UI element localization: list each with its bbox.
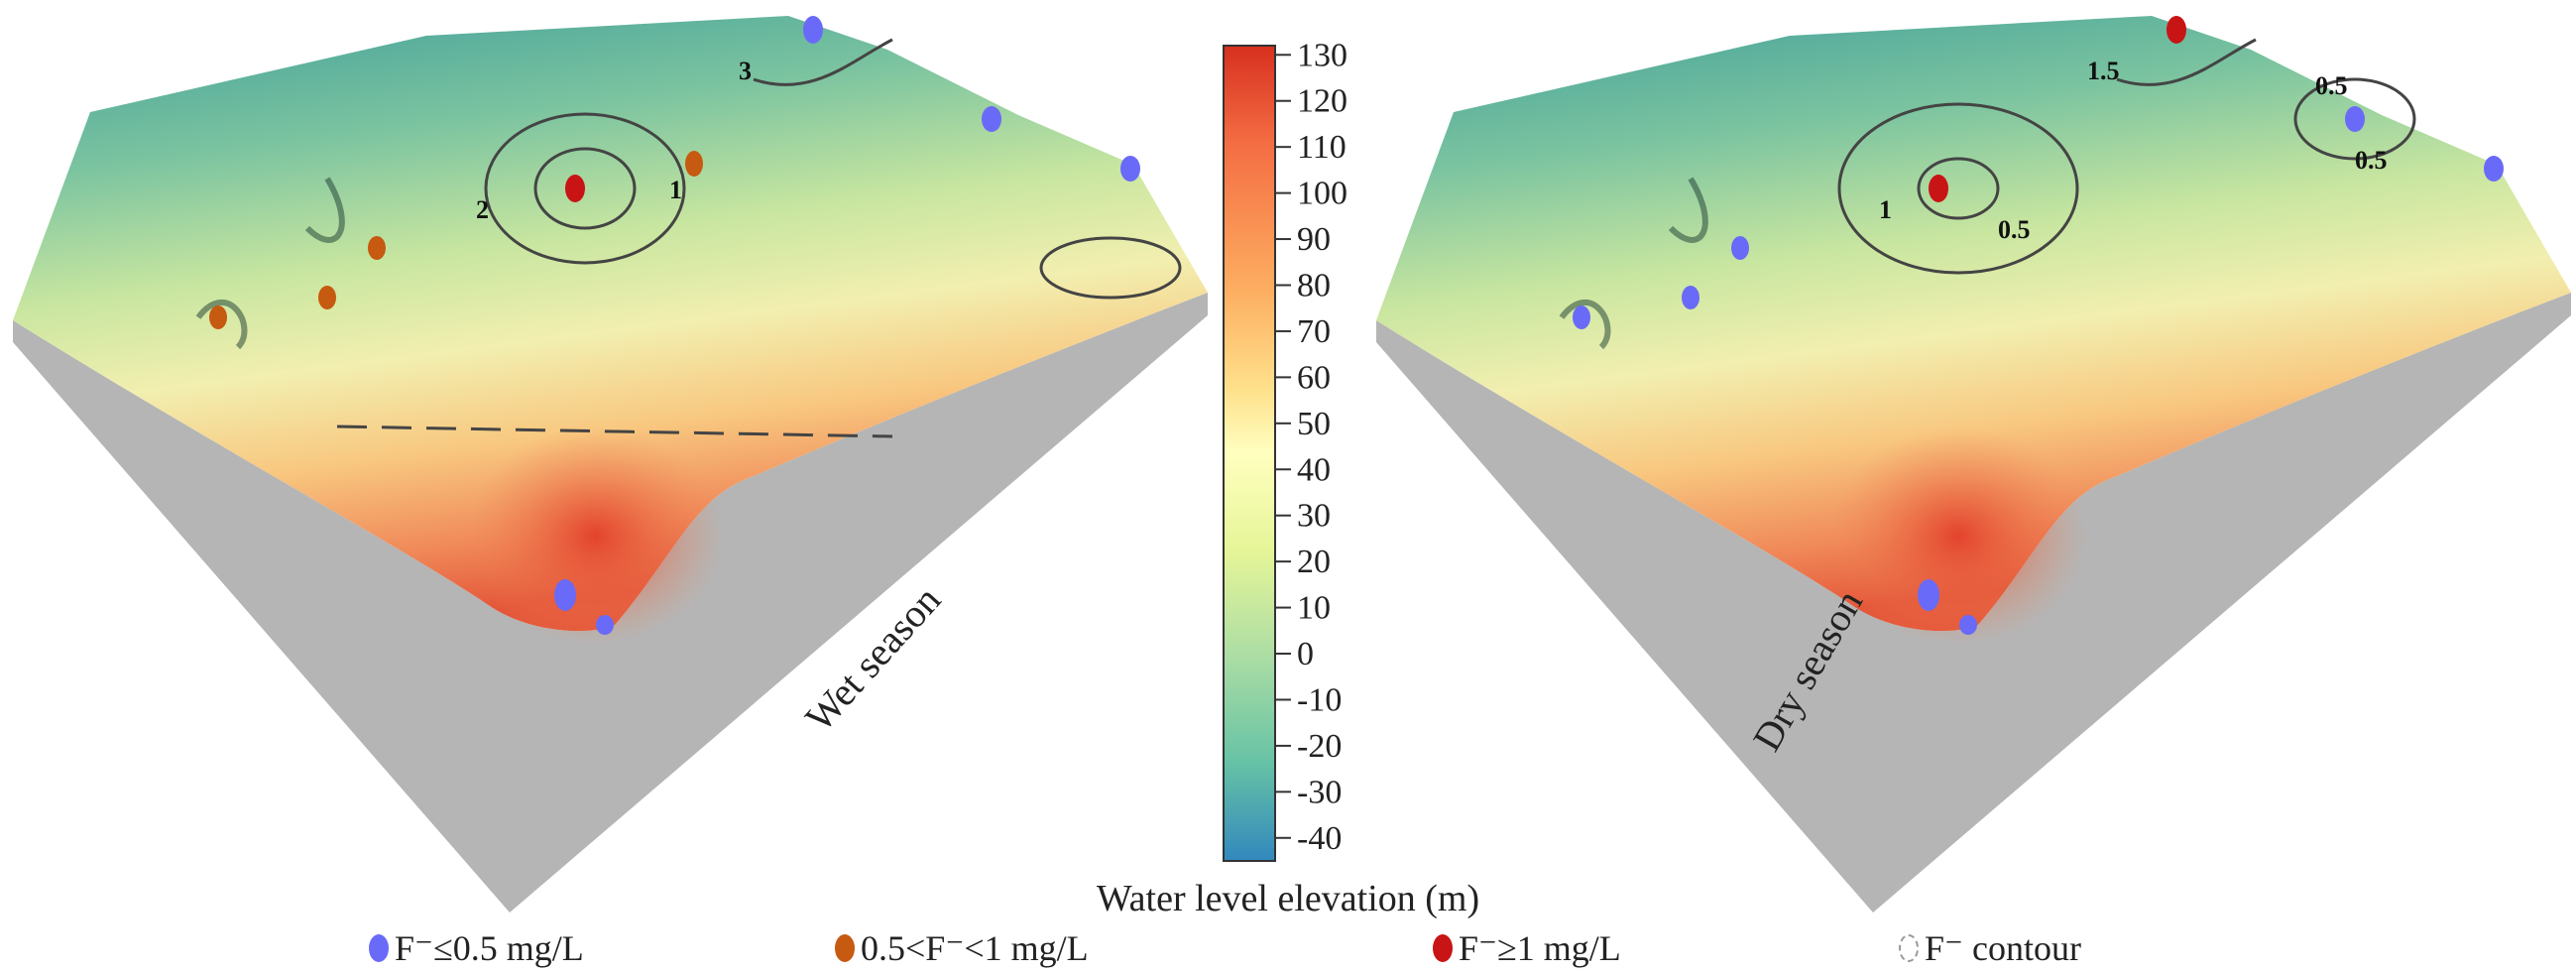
contour-label: 1 [1879, 195, 1892, 224]
colorbar-tick-label: 50 [1297, 406, 1331, 442]
legend-marker [1433, 934, 1453, 962]
colorbar-tick-label: -10 [1297, 681, 1342, 718]
contour-label: 1.5 [2087, 57, 2120, 85]
colorbar-tick-label: 120 [1297, 83, 1347, 120]
colorbar-tick-label: 100 [1297, 176, 1347, 212]
legend-item-low: F⁻≤0.5 mg/L [369, 927, 584, 969]
contour-label: 3 [739, 57, 752, 85]
legend-label: F⁻ contour [1925, 928, 2081, 968]
legend-marker [369, 934, 389, 962]
legend-label: F⁻≥1 mg/L [1459, 928, 1621, 968]
panel-wet-season: 3 2 1 Wet season [13, 16, 1208, 913]
colorbar: 1301201101009080706050403020100-10-20-30… [1223, 37, 1347, 862]
contour-label: 0.5 [2355, 146, 2388, 175]
panel-dry-season: 1.5 0.5 0.5 1 0.5 Dry season [1376, 16, 2571, 913]
contour-label: 2 [476, 195, 489, 224]
contour-label: 0.5 [2315, 71, 2348, 100]
colorbar-tick-label: 90 [1297, 221, 1331, 258]
legend-item-mid: 0.5<F⁻<1 mg/L [835, 927, 1089, 969]
sample-points [1573, 16, 2504, 635]
contour-lines [1837, 38, 2416, 275]
sample-points [209, 16, 1140, 635]
colorbar-tick-label: -40 [1297, 820, 1342, 857]
colorbar-tick-label: -20 [1297, 728, 1342, 765]
legend-label: F⁻≤0.5 mg/L [395, 928, 584, 968]
contour-lines [336, 38, 1182, 438]
legend-item-high: F⁻≥1 mg/L [1433, 927, 1621, 969]
colorbar-tick-label: 130 [1297, 37, 1347, 73]
colorbar-gradient [1223, 45, 1276, 862]
colorbar-title: Water level elevation (m) [1096, 878, 1480, 919]
legend-label: 0.5<F⁻<1 mg/L [861, 928, 1089, 968]
colorbar-tick-label: 40 [1297, 451, 1331, 488]
colorbar-tick-label: 30 [1297, 498, 1331, 535]
colorbar-tick-label: 0 [1297, 636, 1314, 672]
colorbar-tick-label: 20 [1297, 544, 1331, 580]
legend-marker [835, 934, 855, 962]
legend-item-contour: F⁻ contour [1899, 927, 2081, 969]
colorbar-tick-label: 10 [1297, 590, 1331, 627]
colorbar-tick-label: 60 [1297, 359, 1331, 396]
contour-label: 1 [669, 176, 682, 204]
colorbar-tick-label: -30 [1297, 774, 1342, 810]
colorbar-tick-label: 110 [1297, 129, 1347, 166]
colorbar-tick-label: 70 [1297, 313, 1331, 350]
colorbar-tick-label: 80 [1297, 267, 1331, 304]
contour-label: 0.5 [1998, 215, 2031, 244]
legend-marker [1899, 934, 1919, 962]
